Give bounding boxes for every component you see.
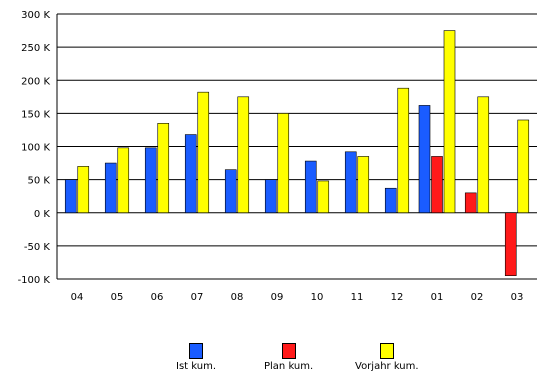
- bar-ist-kum-04: [64, 179, 77, 214]
- y-tick-label: 50 K: [28, 176, 51, 187]
- bar-plan-kum-01: [431, 156, 443, 214]
- bar-ist-kum-12: [384, 187, 397, 214]
- bar-ist-kum-01: [418, 105, 431, 214]
- bar-ist-kum-05: [104, 162, 117, 214]
- bars: [64, 30, 530, 276]
- y-tick-label: 200 K: [21, 76, 50, 87]
- y-tick-label: 250 K: [21, 43, 50, 54]
- bar-ist-kum-06: [144, 147, 157, 214]
- x-tick-label: 10: [311, 292, 324, 303]
- x-tick-label: 11: [351, 292, 364, 303]
- x-tick-label: 03: [511, 292, 524, 303]
- bar-ist-kum-09: [264, 179, 277, 214]
- y-tick-label: 100 K: [21, 143, 50, 154]
- y-tick-labels: -100 K -50 K 0 K 50 K 100 K 150 K 200 K 250 K 30…: [18, 10, 51, 286]
- bar-vorjahr-kum-05: [117, 147, 130, 214]
- bar-vorjahr-kum-06: [157, 123, 170, 214]
- legend-ist: Ist kum.: [176, 343, 216, 372]
- y-tick-label: -50 K: [24, 242, 51, 253]
- legend-swatch-ist: [189, 343, 203, 359]
- bar-vorjahr-kum-07: [197, 91, 210, 214]
- x-tick-label: 06: [151, 292, 164, 303]
- bar-vorjahr-kum-11: [357, 156, 370, 214]
- bar-vorjahr-kum-03: [517, 119, 530, 214]
- legend-swatch-plan: [281, 343, 296, 359]
- x-tick-label: 05: [111, 292, 124, 303]
- bar-ist-kum-08: [224, 169, 237, 214]
- legend-plan: Plan kum.: [264, 343, 313, 372]
- bar-vorjahr-kum-12: [397, 87, 410, 214]
- bar-vorjahr-kum-02: [477, 96, 490, 214]
- x-tick-label: 01: [431, 292, 444, 303]
- legend-label-vorjahr: Vorjahr kum.: [355, 361, 419, 372]
- bar-ist-kum-07: [184, 134, 197, 214]
- bar-vorjahr-kum-08: [237, 96, 250, 214]
- y-tick-label: -100 K: [18, 275, 51, 286]
- grid-lines: [57, 13, 537, 280]
- bar-vorjahr-kum-01: [443, 30, 456, 214]
- bar-ist-kum-10: [304, 160, 317, 214]
- y-tick-label: 0 K: [34, 209, 51, 220]
- bar-vorjahr-kum-04: [77, 166, 90, 214]
- x-tick-label: 04: [71, 292, 84, 303]
- legend-vorjahr: Vorjahr kum.: [355, 343, 419, 372]
- legend-label-ist: Ist kum.: [176, 361, 216, 372]
- x-tick-label: 02: [471, 292, 484, 303]
- x-tick-label: 09: [271, 292, 284, 303]
- bar-plan-kum-02: [464, 192, 477, 214]
- legend-swatch-vorjahr: [379, 343, 394, 359]
- x-tick-label: 08: [231, 292, 244, 303]
- x-tick-label: 12: [391, 292, 404, 303]
- legend-label-plan: Plan kum.: [264, 361, 314, 372]
- y-tick-label: 150 K: [21, 109, 50, 120]
- y-tick-label: 300 K: [21, 10, 50, 21]
- bar-vorjahr-kum-09: [277, 113, 290, 214]
- bar-vorjahr-kum-10: [317, 180, 330, 214]
- x-tick-labels: 04 05 06 07 08 09 10 11 12 01 02 03: [71, 292, 524, 303]
- x-tick-label: 07: [191, 292, 204, 303]
- bar-ist-kum-11: [344, 151, 357, 214]
- bar-plan-kum-03: [504, 212, 517, 276]
